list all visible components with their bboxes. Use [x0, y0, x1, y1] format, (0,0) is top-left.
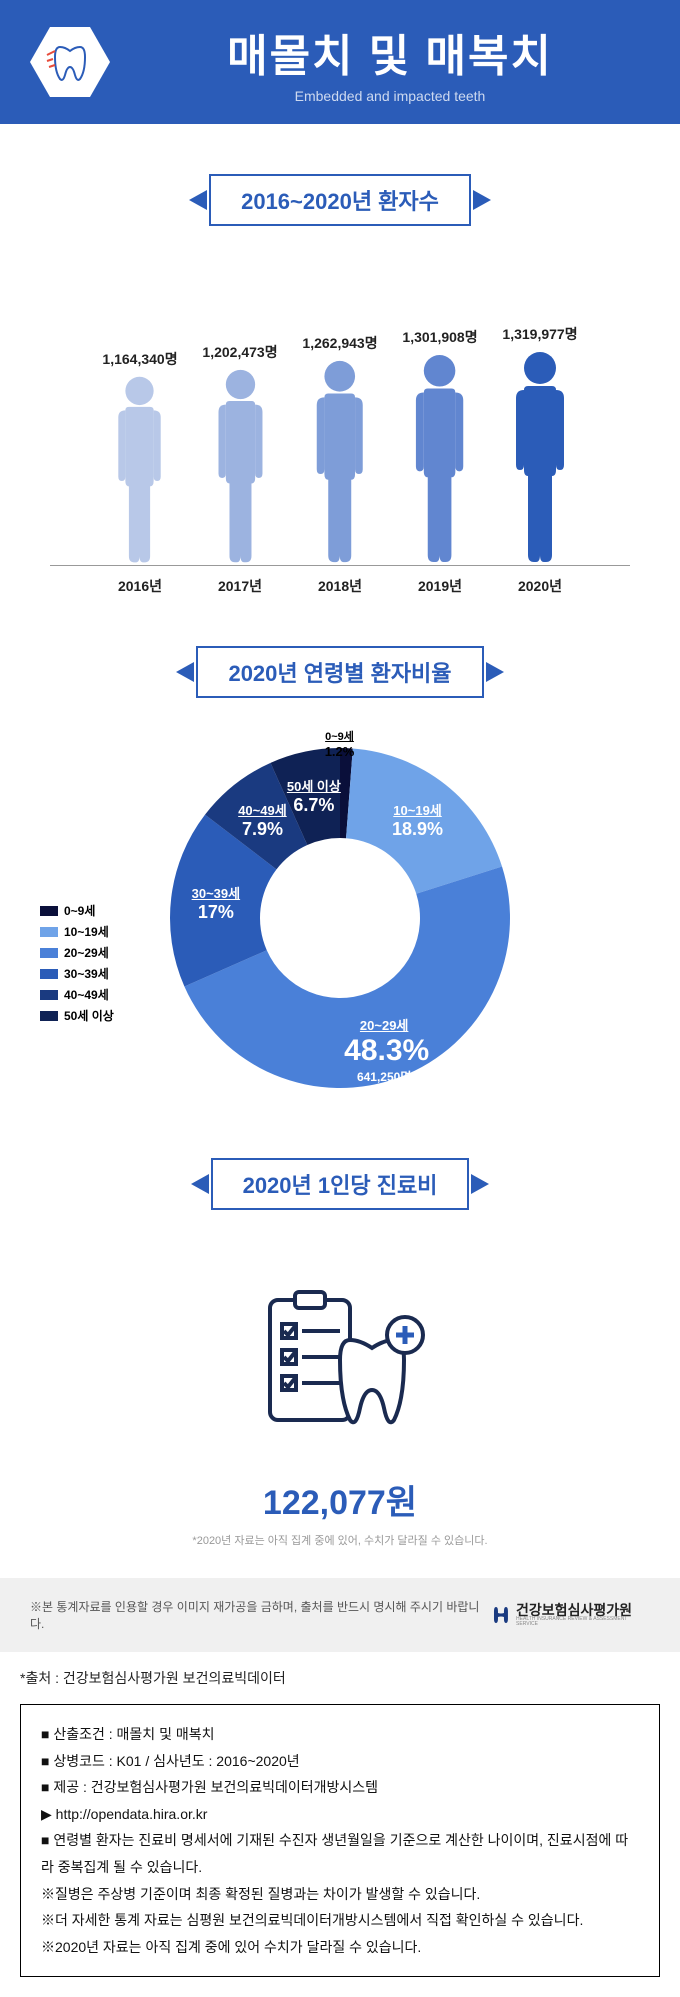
bar-value-label: 1,319,977명 — [502, 324, 577, 344]
meta-line: ※더 자세한 통계 자료는 심평원 보건의료빅데이터개방시스템에서 직접 확인하… — [41, 1907, 639, 1934]
bar-value-label: 1,301,908명 — [402, 327, 477, 347]
bar-item: 1,301,908명 — [402, 256, 477, 565]
bar-item: 1,319,977명 — [502, 256, 577, 565]
donut-legend: 0~9세 10~19세 20~29세 30~39세 40~49세 50세 이상 — [40, 898, 114, 1028]
bar-value-label: 1,262,943명 — [302, 333, 377, 353]
bar-value-label: 1,164,340명 — [102, 349, 177, 369]
legend-item: 0~9세 — [40, 902, 114, 919]
section-heading-cost: 2020년 1인당 진료비 — [0, 1158, 680, 1210]
legend-label: 40~49세 — [64, 986, 109, 1003]
bar-item: 1,202,473명 — [202, 256, 277, 565]
source-line: *출처 : 건강보험심사평가원 보건의료빅데이터 — [0, 1652, 680, 1704]
donut-label: 0~9세1.2% — [325, 728, 355, 759]
person-icon — [410, 353, 469, 565]
person-icon — [213, 368, 268, 565]
person-icon — [311, 359, 368, 565]
meta-line: ■ 제공 : 건강보험심사평가원 보건의료빅데이터개방시스템 — [41, 1774, 639, 1801]
legend-swatch — [40, 969, 58, 979]
header-banner: 매몰치 및 매복치 Embedded and impacted teeth — [0, 0, 680, 124]
legend-swatch — [40, 990, 58, 1000]
bar-x-label: 2018년 — [318, 576, 362, 596]
bar-x-axis: 2016년 2017년 2018년 2019년 2020년 — [50, 566, 630, 596]
legend-swatch — [40, 1011, 58, 1021]
section-heading-ratio: 2020년 연령별 환자비율 — [0, 646, 680, 698]
footer-note: ※본 통계자료를 인용할 경우 이미지 재가공을 금하며, 출처를 반드시 명시… — [0, 1578, 680, 1652]
brand-name: 건강보험심사평가원 — [516, 1603, 650, 1617]
section-title: 2020년 연령별 환자비율 — [196, 646, 483, 698]
legend-label: 0~9세 — [64, 902, 95, 919]
legend-label: 50세 이상 — [64, 1007, 114, 1024]
person-icon — [113, 375, 166, 565]
meta-line: ※질병은 주상병 기준이며 최종 확정된 질병과는 차이가 발생할 수 있습니다… — [41, 1881, 639, 1908]
legend-label: 30~39세 — [64, 965, 109, 982]
meta-line: ■ 산출조건 : 매몰치 및 매복치 — [41, 1721, 639, 1748]
bar-x-label: 2020년 — [518, 576, 562, 596]
legend-item: 10~19세 — [40, 923, 114, 940]
bar-x-label: 2016년 — [118, 576, 162, 596]
legend-item: 30~39세 — [40, 965, 114, 982]
donut-label: 30~39세17% — [176, 883, 256, 923]
meta-line: ※2020년 자료는 아직 집계 중에 있어 수치가 달라질 수 있습니다. — [41, 1934, 639, 1961]
legend-swatch — [40, 948, 58, 958]
footer-note-text: ※본 통계자료를 인용할 경우 이미지 재가공을 금하며, 출처를 반드시 명시… — [30, 1598, 492, 1632]
patients-bar-chart: 1,164,340명 1,202,473명 1,262,943명 1,301,9… — [50, 256, 630, 566]
bar-x-label: 2017년 — [218, 576, 262, 596]
bar-item: 1,164,340명 — [102, 256, 177, 565]
section-heading-patients: 2016~2020년 환자수 — [0, 174, 680, 226]
legend-swatch — [40, 906, 58, 916]
section-title: 2016~2020년 환자수 — [209, 174, 471, 226]
bar-item: 1,262,943명 — [302, 256, 377, 565]
bar-value-label: 1,202,473명 — [202, 342, 277, 362]
donut-chart-wrap: 0~9세 10~19세 20~29세 30~39세 40~49세 50세 이상 0~9세1… — [0, 728, 680, 1108]
cost-icon — [250, 1280, 430, 1450]
bar-x-label: 2019년 — [418, 576, 462, 596]
legend-item: 20~29세 — [40, 944, 114, 961]
brand-sub: HEALTH INSURANCE REVIEW & ASSESSMENT SER… — [516, 1617, 650, 1627]
donut-label: 10~19세18.9% — [378, 800, 458, 840]
donut-label: 50세 이상6.7% — [274, 776, 354, 816]
header-subtitle: Embedded and impacted teeth — [130, 88, 650, 104]
tooth-icon — [30, 27, 110, 97]
header-title: 매몰치 및 매복치 — [130, 20, 650, 84]
cost-block: 122,077원 *2020년 자료는 아직 집계 중에 있어, 수치가 달라질… — [0, 1240, 680, 1578]
meta-line: ■ 연령별 환자는 진료비 명세서에 기재된 수진자 생년월일을 기준으로 계산… — [41, 1827, 639, 1880]
legend-item: 40~49세 — [40, 986, 114, 1003]
cost-note: *2020년 자료는 아직 집계 중에 있어, 수치가 달라질 수 있습니다. — [0, 1532, 680, 1548]
meta-line: ■ 상병코드 : K01 / 심사년도 : 2016~2020년 — [41, 1748, 639, 1775]
brand-icon — [492, 1605, 510, 1625]
section-title: 2020년 1인당 진료비 — [211, 1158, 470, 1210]
legend-label: 10~19세 — [64, 923, 109, 940]
meta-line: ▶ http://opendata.hira.or.kr — [41, 1801, 639, 1828]
legend-item: 50세 이상 — [40, 1007, 114, 1024]
footer-brand: 건강보험심사평가원 HEALTH INSURANCE REVIEW & ASSE… — [492, 1603, 650, 1627]
person-icon — [510, 350, 570, 565]
donut-label: 20~29세48.3%641,250명 — [344, 1015, 424, 1085]
legend-label: 20~29세 — [64, 944, 109, 961]
cost-value: 122,077원 — [0, 1475, 680, 1524]
legend-swatch — [40, 927, 58, 937]
meta-box: ■ 산출조건 : 매몰치 및 매복치■ 상병코드 : K01 / 심사년도 : … — [20, 1704, 660, 1977]
